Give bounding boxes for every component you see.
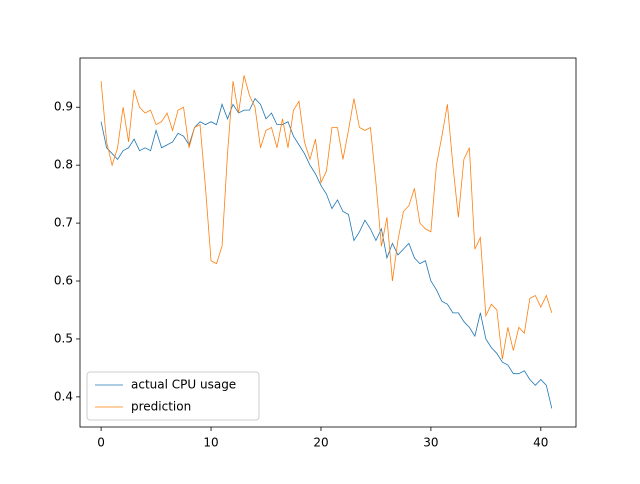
x-tick-label: 0 bbox=[97, 436, 105, 450]
line bbox=[100, 97, 553, 409]
x-tick-label: 30 bbox=[423, 436, 438, 450]
line bbox=[100, 75, 553, 360]
legend-label: prediction bbox=[131, 400, 191, 414]
x-tick-label: 40 bbox=[533, 436, 548, 450]
y-tick-label: 0.8 bbox=[54, 158, 73, 172]
y-tick-label: 0.9 bbox=[54, 100, 73, 114]
y-tick-label: 0.6 bbox=[54, 274, 73, 288]
y-tick-label: 0.7 bbox=[54, 216, 73, 230]
y-tick-label: 0.4 bbox=[54, 389, 73, 403]
x-tick-label: 20 bbox=[313, 436, 328, 450]
axes-frame bbox=[79, 57, 577, 428]
legend-box bbox=[86, 371, 260, 421]
x-tick-label: 10 bbox=[203, 436, 218, 450]
y-tick-label: 0.5 bbox=[54, 331, 73, 345]
legend-label: actual CPU usage bbox=[131, 378, 236, 392]
